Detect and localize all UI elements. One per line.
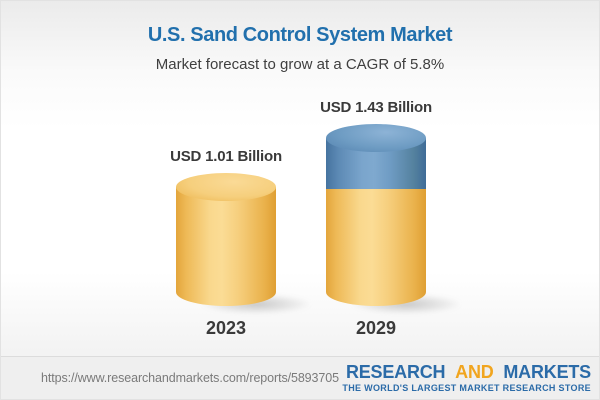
bar-value-label-2029: USD 1.43 Billion: [320, 99, 432, 116]
page-subtitle: Market forecast to grow at a CAGR of 5.8…: [155, 56, 445, 73]
footer-bar: https://www.researchandmarkets.com/repor…: [1, 356, 599, 399]
brand-logo-tagline: THE WORLD'S LARGEST MARKET RESEARCH STOR…: [342, 382, 591, 393]
x-axis-label-2029: 2029: [355, 318, 397, 338]
x-axis-label-2023: 2023: [205, 318, 247, 338]
bar-value-label-2023: USD 1.01 Billion: [170, 148, 282, 165]
logo-word-research: RESEARCH: [345, 361, 446, 382]
logo-word-markets: MARKETS: [503, 361, 591, 382]
brand-logo: RESEARCH AND MARKETS THE WORLD'S LARGEST…: [342, 361, 593, 393]
chart-header: U.S. Sand Control System Market Market f…: [1, 1, 599, 73]
brand-logo-wordmark: RESEARCH AND MARKETS: [345, 361, 591, 382]
page-title: U.S. Sand Control System Market: [147, 24, 453, 46]
bar-2023-segment-base: [176, 187, 276, 306]
bar-2029-top-cap: [326, 124, 426, 152]
bar-2023-top-cap: [176, 173, 276, 201]
report-url: https://www.researchandmarkets.com/repor…: [41, 371, 339, 385]
bar-2029-segment-base: [326, 189, 426, 306]
logo-word-and: AND: [455, 361, 494, 382]
